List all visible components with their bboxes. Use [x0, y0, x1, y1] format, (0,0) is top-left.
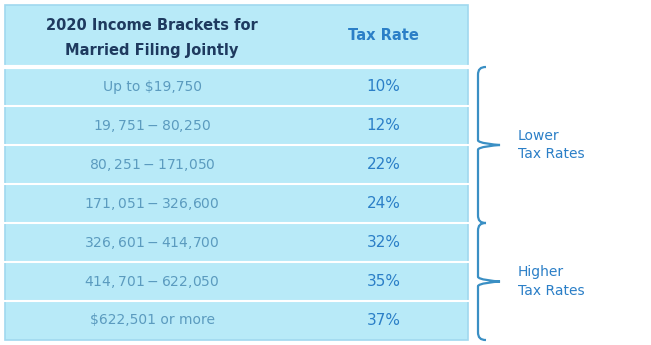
- Text: 22%: 22%: [367, 157, 400, 172]
- Text: 37%: 37%: [367, 313, 400, 328]
- Text: Tax Rate: Tax Rate: [348, 29, 419, 43]
- Text: $414,701 - $622,050: $414,701 - $622,050: [84, 274, 220, 289]
- Text: 12%: 12%: [367, 118, 400, 133]
- Text: 32%: 32%: [367, 235, 400, 250]
- Text: Lower
Tax Rates: Lower Tax Rates: [518, 129, 585, 161]
- Text: Married Filing Jointly: Married Filing Jointly: [65, 42, 239, 58]
- Text: $19,751 - $80,250: $19,751 - $80,250: [93, 118, 211, 134]
- FancyBboxPatch shape: [5, 5, 468, 340]
- Text: Up to $19,750: Up to $19,750: [102, 79, 202, 93]
- Text: $326,601 - $414,700: $326,601 - $414,700: [84, 235, 220, 250]
- Text: 35%: 35%: [367, 274, 400, 289]
- Text: Higher
Tax Rates: Higher Tax Rates: [518, 265, 585, 298]
- Text: $171,051 - $326,600: $171,051 - $326,600: [84, 196, 220, 211]
- Text: $80,251 - $171,050: $80,251 - $171,050: [89, 157, 215, 172]
- Text: $622,501 or more: $622,501 or more: [89, 314, 214, 327]
- Text: 24%: 24%: [367, 196, 400, 211]
- Text: 10%: 10%: [367, 79, 400, 94]
- Text: 2020 Income Brackets for: 2020 Income Brackets for: [46, 18, 258, 32]
